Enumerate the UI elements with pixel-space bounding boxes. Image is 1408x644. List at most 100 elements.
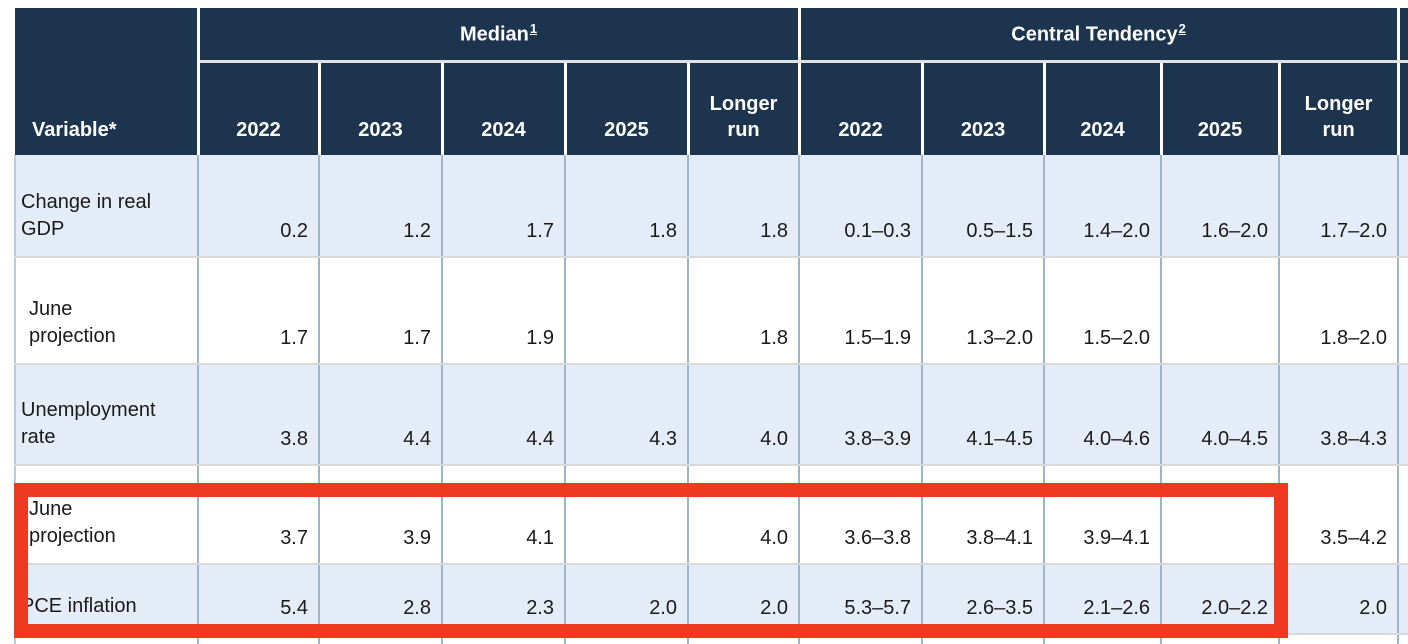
table-cell: 2.0 <box>688 634 801 644</box>
table-cell: 4.4 <box>319 364 443 466</box>
table-cell: 2.0–2.5 <box>1044 634 1163 644</box>
table-cell: 4.1 <box>442 465 566 565</box>
table-row-gdp-june-projection: June projection 1.7 1.7 1.9 1.8 1.5–1.9 … <box>14 257 1408 365</box>
table-cell: 1.2 <box>319 155 443 258</box>
group-header-median: Median1 <box>198 8 801 63</box>
table-cell: 2.6–3.5 <box>922 564 1046 635</box>
table-cell: 1.8–2.0 <box>1279 257 1400 365</box>
table-row-change-in-real-gdp: Change in real GDP 0.2 1.2 1.7 1.8 1.8 0… <box>14 155 1408 258</box>
row-label: June projection <box>14 257 199 365</box>
table-cell: 0.1–0.3 <box>799 155 924 258</box>
table-cell: 1.3–2.0 <box>922 257 1046 365</box>
table-cell: 3.9–4.1 <box>1044 465 1163 565</box>
table-cell: 0.5–1.5 <box>922 155 1046 258</box>
table-cell: 2.0 <box>565 564 689 635</box>
table-cell: 3.8–4.1 <box>922 465 1046 565</box>
table-cell-partial <box>1398 564 1408 635</box>
table-cell: 4.4 <box>442 364 566 466</box>
table-cell-partial <box>1398 364 1408 466</box>
table-cell: 1.5–2.0 <box>1044 257 1163 365</box>
table-cell: 2.6 <box>319 634 443 644</box>
table-cell: 2.3 <box>442 564 566 635</box>
group-header-median-label: Median <box>459 23 529 46</box>
table-cell: 3.8–4.3 <box>1279 364 1400 466</box>
table-cell: 4.0–4.6 <box>1044 364 1163 466</box>
table-cell-partial <box>1398 257 1408 365</box>
table-cell: 4.1–4.5 <box>922 364 1046 466</box>
table-cell: 3.8 <box>198 364 320 466</box>
table-cell: 1.7–2.0 <box>1279 155 1400 258</box>
table-cell: 2.0 <box>1279 634 1400 644</box>
table-row-pce-inflation: PCE inflation 5.4 2.8 2.3 2.0 2.0 5.3–5.… <box>14 564 1408 635</box>
group-header-central-tendency: Central Tendency2 <box>799 8 1400 63</box>
column-header-ct-2022: 2022 <box>799 61 924 155</box>
table-cell: 4.3 <box>565 364 689 466</box>
table-cell: 1.9 <box>442 257 566 365</box>
next-year-header-partial <box>1398 61 1408 155</box>
row-label: PCE inflation <box>14 564 199 635</box>
table-cell: 5.3–5.7 <box>799 564 924 635</box>
table-cell: 2.0 <box>1279 564 1400 635</box>
table-cell <box>565 465 689 565</box>
table-cell: 5.2 <box>198 634 320 644</box>
table-cell: 1.7 <box>198 257 320 365</box>
column-header-median-longer-run: Longer run <box>688 61 801 155</box>
table-cell <box>565 634 689 644</box>
column-header-ct-2025: 2025 <box>1161 61 1281 155</box>
table-cell: 3.5–4.2 <box>1279 465 1400 565</box>
group-header-row: Variable* Median1 Central Tendency2 <box>15 8 1408 155</box>
table-cell: 5.4 <box>198 564 320 635</box>
table-cell: 2.0–2.2 <box>1161 564 1281 635</box>
table-cell: 1.7 <box>319 257 443 365</box>
column-header-ct-2024: 2024 <box>1044 61 1163 155</box>
footnote-1-link[interactable]: 1 <box>529 21 538 37</box>
table-cell: 3.6–3.8 <box>799 465 924 565</box>
table-cell: 3.7 <box>198 465 320 565</box>
group-header-central-tendency-label: Central Tendency <box>1011 23 1178 46</box>
table-cell: 2.4–3.0 <box>922 634 1046 644</box>
table-row-unemployment-june-projection: June projection 3.7 3.9 4.1 4.0 3.6–3.8 … <box>14 465 1408 565</box>
row-label: June projection <box>14 465 199 565</box>
table-cell: 4.0–4.5 <box>1161 364 1281 466</box>
column-header-ct-2023: 2023 <box>922 61 1046 155</box>
table-cell: 1.5–1.9 <box>799 257 924 365</box>
table-cell: 1.6–2.0 <box>1161 155 1281 258</box>
table-row-pce-june-projection: June projection 5.2 2.6 2.2 2.0 5.0–5.3 … <box>14 634 1408 644</box>
table-row-unemployment-rate: Unemployment rate 3.8 4.4 4.4 4.3 4.0 3.… <box>14 364 1408 466</box>
row-label: Unemployment rate <box>14 364 199 466</box>
table-cell <box>1161 634 1281 644</box>
table-cell: 2.2 <box>442 634 566 644</box>
column-header-variable: Variable* <box>15 8 200 155</box>
table-cell: 0.2 <box>198 155 320 258</box>
year-header-row: 2022 2023 2024 2025 Longer run 2022 2023… <box>15 61 1408 155</box>
economic-projections-table: Variable* Median1 Central Tendency2 2022… <box>14 8 1408 644</box>
table-cell: 1.8 <box>688 257 801 365</box>
column-header-median-2025: 2025 <box>565 61 690 155</box>
table-cell-partial <box>1398 155 1408 258</box>
table-cell <box>565 257 689 365</box>
table-cell-partial <box>1398 634 1408 644</box>
column-header-median-2024: 2024 <box>442 61 567 155</box>
table-cell: 3.9 <box>319 465 443 565</box>
table-cell: 4.0 <box>688 364 801 466</box>
table-cell: 2.1–2.6 <box>1044 564 1163 635</box>
table-cell-partial <box>1398 465 1408 565</box>
table-cell: 3.8–3.9 <box>799 364 924 466</box>
table-cell: 5.0–5.3 <box>799 634 924 644</box>
table-cell: 2.8 <box>319 564 443 635</box>
table-cell: 1.8 <box>688 155 801 258</box>
table-cell: 1.8 <box>565 155 689 258</box>
table-cell: 1.4–2.0 <box>1044 155 1163 258</box>
table-cell: 2.0 <box>688 564 801 635</box>
column-header-median-2022: 2022 <box>198 61 321 155</box>
row-label: Change in real GDP <box>14 155 199 258</box>
column-header-ct-longer-run: Longer run <box>1279 61 1400 155</box>
column-header-median-2023: 2023 <box>319 61 444 155</box>
row-label: June projection <box>14 634 199 644</box>
next-group-header-partial <box>1398 8 1408 63</box>
table-cell: 1.7 <box>442 155 566 258</box>
table-cell <box>1161 465 1281 565</box>
footnote-2-link[interactable]: 2 <box>1178 21 1186 37</box>
table-cell: 4.0 <box>688 465 801 565</box>
